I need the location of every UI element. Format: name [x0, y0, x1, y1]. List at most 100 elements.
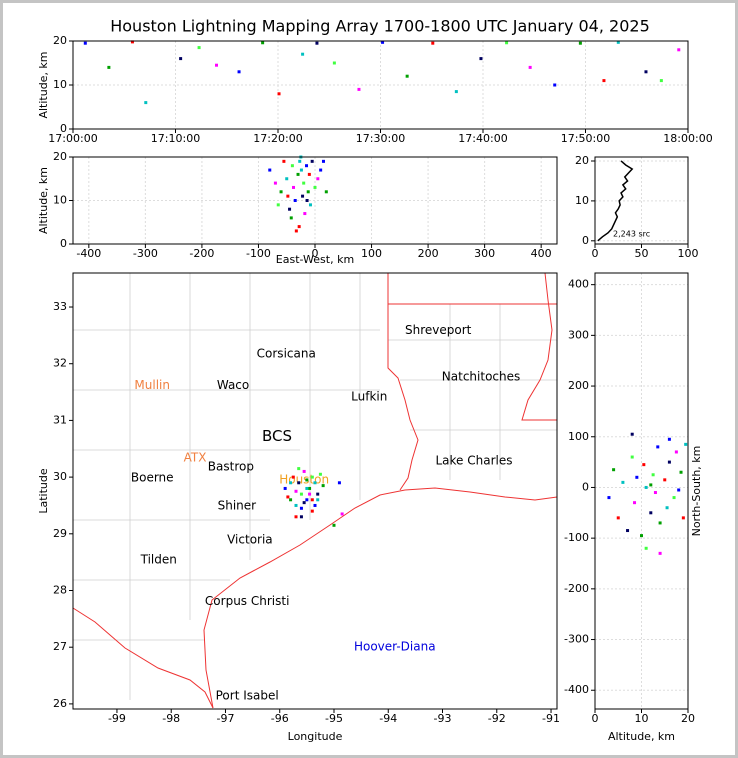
city-label: Hoover-Diana — [354, 640, 436, 654]
x-tick-label: 0 — [592, 247, 599, 260]
plot-frame — [594, 272, 689, 710]
source-point — [684, 442, 688, 446]
source-point — [297, 467, 301, 471]
x-tick-label: 17:20:00 — [253, 132, 302, 145]
x-tick-label: -97 — [216, 712, 234, 725]
x-tick-label: -93 — [434, 712, 452, 725]
source-point — [633, 501, 637, 505]
source-point — [291, 475, 295, 479]
x-tick-label: 17:10:00 — [151, 132, 200, 145]
source-point — [626, 529, 630, 533]
source-point — [288, 207, 292, 211]
source-point — [83, 41, 87, 45]
source-point — [381, 40, 385, 44]
source-point — [658, 521, 662, 525]
source-point — [454, 90, 458, 94]
x-axis-label: Altitude, km — [608, 730, 675, 743]
plot-frame — [594, 156, 689, 245]
source-point — [672, 496, 676, 500]
source-point — [268, 168, 272, 172]
source-point — [277, 92, 281, 96]
source-point — [293, 199, 297, 202]
source-point — [642, 463, 646, 467]
city-label: Victoria — [227, 533, 273, 547]
source-point — [479, 57, 483, 61]
source-point — [644, 546, 648, 550]
coast-and-borders — [72, 272, 558, 709]
y-tick-label: 0 — [582, 480, 589, 493]
source-point — [305, 164, 309, 168]
source-point — [616, 516, 620, 520]
y-tick-label: 300 — [568, 328, 589, 341]
city-label: Corpus Christi — [205, 594, 290, 608]
y-tick-label: 28 — [53, 584, 67, 597]
y-tick-label: 200 — [568, 379, 589, 392]
source-point — [276, 203, 280, 207]
x-tick-label: 100 — [361, 247, 382, 260]
x-tick-label: 17:00:00 — [48, 132, 97, 145]
source-point — [299, 168, 303, 172]
source-point — [294, 515, 298, 519]
source-point — [602, 79, 606, 83]
source-point — [297, 225, 301, 229]
source-point — [286, 194, 290, 198]
source-point — [305, 199, 309, 202]
map-boundaries — [72, 272, 558, 709]
source-count: 2,243 src — [613, 230, 650, 239]
source-point — [316, 177, 320, 181]
y-axis-label: Latitude — [37, 468, 50, 514]
source-point — [290, 164, 294, 168]
plot-frame — [72, 156, 558, 245]
y-axis-label: North-South, km — [690, 446, 703, 537]
x-tick-label: 50 — [635, 247, 649, 260]
source-point — [612, 468, 616, 472]
source-point — [310, 475, 314, 479]
source-point — [285, 177, 289, 181]
source-point — [630, 432, 634, 436]
source-point — [667, 460, 671, 464]
source-point — [294, 229, 298, 233]
source-point — [308, 486, 312, 490]
source-point — [337, 481, 341, 485]
source-point — [302, 501, 306, 505]
source-point — [310, 509, 314, 513]
source-point — [656, 445, 660, 449]
y-tick-label: 20 — [53, 34, 67, 47]
city-label: ATX — [184, 450, 207, 464]
x-tick-label: -92 — [488, 712, 506, 725]
y-tick-label: 33 — [53, 300, 67, 313]
source-point — [553, 83, 557, 87]
source-point — [308, 492, 312, 496]
source-point — [303, 212, 307, 216]
source-point — [318, 472, 322, 476]
source-point — [296, 172, 300, 176]
source-point — [659, 79, 663, 83]
source-point — [630, 455, 634, 459]
y-tick-label: 10 — [53, 78, 67, 91]
source-point — [658, 551, 662, 555]
source-point — [316, 498, 320, 502]
source-point — [130, 40, 134, 44]
source-point — [292, 185, 296, 189]
source-point — [332, 523, 336, 527]
source-point — [313, 481, 317, 485]
source-point — [578, 41, 582, 45]
source-point — [653, 491, 657, 495]
figure-title: Houston Lightning Mapping Array 1700-180… — [110, 17, 650, 36]
source-point — [197, 46, 201, 50]
source-point — [144, 101, 148, 105]
source-point — [321, 159, 325, 163]
x-axis-label: Longitude — [288, 730, 343, 743]
source-point — [289, 498, 293, 502]
source-point — [289, 481, 293, 485]
source-point — [621, 480, 625, 484]
city-label: Mullin — [134, 378, 170, 392]
x-tick-label: -96 — [271, 712, 289, 725]
source-point — [315, 41, 319, 45]
x-tick-label: -98 — [162, 712, 180, 725]
source-point — [431, 41, 435, 45]
y-tick-label: 29 — [53, 527, 67, 540]
x-tick-label: -91 — [542, 712, 560, 725]
